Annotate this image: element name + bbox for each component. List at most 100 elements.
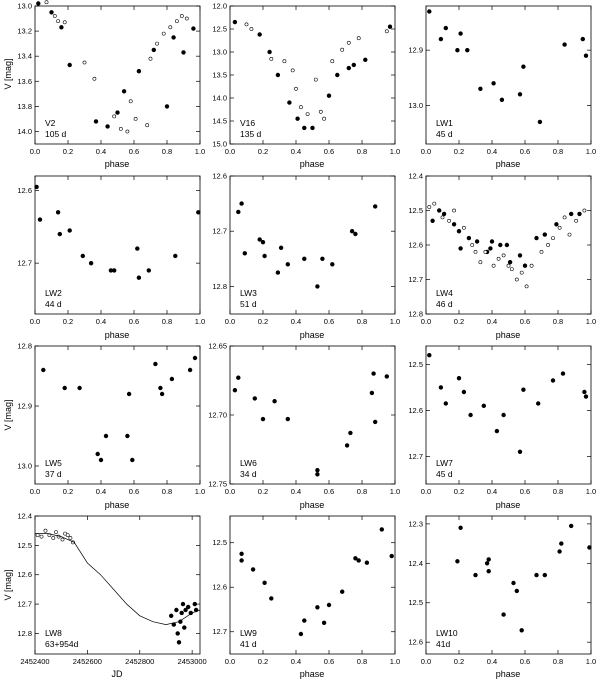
panel-lw4: 0.0 0.2 0.4 0.6 0.8 1.0 12.4 12.5 12.6 12.7 12.8 LW… — [408, 172, 596, 327]
data-point-filled — [164, 104, 170, 109]
y-axis-label-row1: V [mag] — [3, 58, 13, 89]
data-point-filled — [315, 284, 320, 289]
data-point-filled — [187, 367, 193, 373]
data-point-open — [506, 263, 511, 268]
data-point-filled — [542, 232, 547, 237]
data-point-open — [432, 201, 437, 206]
data-point-filled — [458, 525, 463, 530]
data-point-filled — [272, 399, 277, 404]
data-point-filled — [458, 246, 463, 251]
data-point-filled — [379, 527, 384, 532]
x-tick-label: 0.0 — [30, 147, 40, 156]
data-point-open — [582, 208, 587, 213]
data-point-open — [340, 47, 345, 52]
data-point-open — [68, 536, 73, 540]
x-axis-label-phase-r2c3: phase — [496, 330, 521, 340]
y-tick-label: 13.0 — [212, 48, 227, 57]
data-point-filled — [278, 245, 284, 251]
data-point-filled — [451, 222, 457, 227]
data-point-filled — [577, 211, 582, 217]
data-point-filled — [346, 65, 351, 71]
data-point-filled — [349, 229, 355, 234]
data-point-open — [290, 68, 295, 73]
data-point-open — [574, 218, 579, 223]
y-tick-label: 12.7 — [17, 600, 32, 609]
x-tick-label: 0.6 — [520, 487, 530, 496]
x-tick-label: 0.2 — [63, 147, 73, 156]
data-point-filled — [468, 412, 473, 418]
data-point-open — [51, 536, 56, 540]
data-point-filled — [320, 256, 325, 261]
data-point-open — [145, 123, 150, 128]
data-point-filled — [494, 428, 500, 434]
data-point-filled — [260, 416, 266, 422]
plot-frame — [34, 345, 201, 485]
data-point-filled — [232, 388, 238, 393]
x-tick-label: 0.4 — [96, 317, 106, 326]
x-axis-label-phase-r1c1: phase — [105, 159, 130, 169]
period-label: 46 d — [436, 299, 453, 309]
x-tick-label: 0.4 — [291, 487, 301, 496]
data-point-filled — [580, 36, 585, 42]
x-tick-label: 1.0 — [390, 487, 400, 496]
x-tick-label: 1.0 — [390, 657, 400, 666]
x-tick-label: 0.2 — [454, 147, 464, 156]
data-point-filled — [192, 355, 198, 361]
data-point-open — [384, 29, 389, 34]
x-tick-label: 0.4 — [487, 147, 497, 156]
data-point-open — [313, 77, 318, 82]
data-point-filled — [326, 93, 332, 98]
data-point-filled — [441, 211, 447, 217]
data-point-filled — [169, 613, 174, 618]
y-tick-label: 15.0 — [212, 140, 227, 149]
x-tick-label: 0.8 — [162, 487, 172, 496]
y-tick-label: 12.0 — [212, 2, 227, 11]
x-tick-label: 0.8 — [162, 147, 172, 156]
x-tick-label: 0.8 — [162, 317, 172, 326]
data-point-filled — [519, 628, 524, 633]
data-point-filled — [387, 24, 393, 29]
x-tick-label: 0.6 — [324, 317, 334, 326]
data-point-filled — [191, 26, 196, 31]
star-name-label: LW10 — [436, 628, 458, 638]
y-tick-label: 12.7 — [408, 275, 423, 284]
data-point-open — [478, 260, 483, 265]
data-point-filled — [499, 97, 505, 103]
x-tick-label: 2452400 — [20, 657, 49, 666]
star-name-label: LW7 — [436, 458, 453, 468]
data-point-open — [155, 41, 160, 46]
data-point-filled — [488, 246, 493, 251]
y-tick-label: 12.75 — [208, 480, 227, 489]
data-point-filled — [88, 261, 94, 266]
y-tick-label: 14.5 — [212, 117, 227, 126]
y-tick-label: 13.0 — [17, 462, 32, 471]
x-tick-label: 0.8 — [357, 657, 367, 666]
y-axis-label-row4: V [mag] — [3, 569, 13, 600]
x-tick-label: 0.4 — [96, 147, 106, 156]
data-point-filled — [456, 229, 462, 234]
x-tick-label: 0.8 — [553, 487, 563, 496]
data-point-filled — [130, 457, 135, 463]
x-tick-label: 0.8 — [357, 147, 367, 156]
data-point-filled — [340, 589, 345, 594]
data-point-filled — [315, 605, 320, 610]
data-point-filled — [427, 9, 432, 14]
data-point-filled — [321, 620, 327, 625]
data-point-filled — [95, 451, 100, 457]
data-point-filled — [239, 201, 244, 206]
data-point-filled — [77, 385, 82, 391]
x-tick-label: 0.2 — [258, 147, 268, 156]
data-point-open — [60, 537, 65, 542]
data-point-filled — [443, 25, 448, 31]
x-tick-label: 0.0 — [421, 657, 431, 666]
data-point-open — [249, 27, 254, 31]
data-point-filled — [176, 640, 182, 645]
data-point-open — [128, 99, 133, 104]
data-point-filled — [501, 612, 506, 617]
data-point-filled — [389, 553, 394, 559]
data-point-filled — [430, 218, 435, 224]
y-tick-label: 13.5 — [212, 71, 227, 80]
